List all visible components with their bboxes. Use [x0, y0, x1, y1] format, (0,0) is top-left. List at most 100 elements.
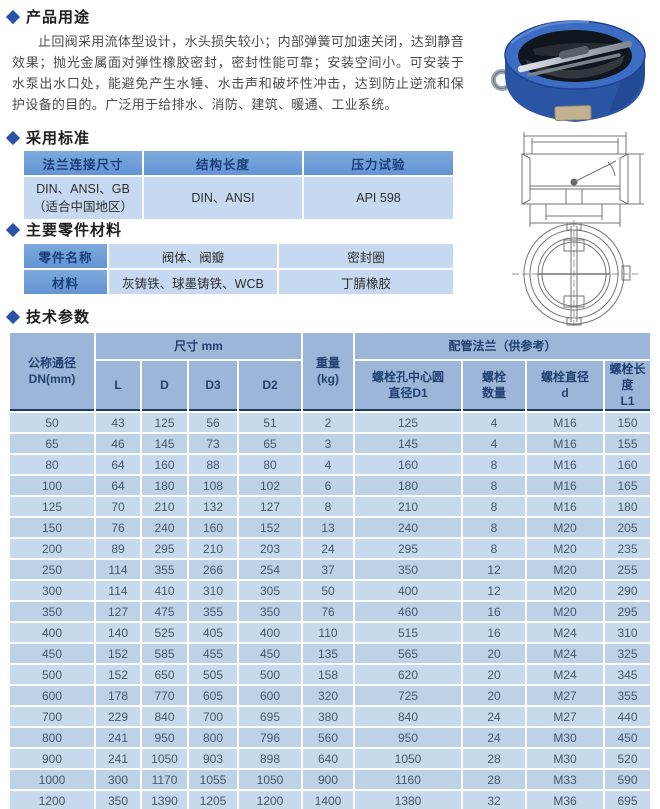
table-cell: 840 [142, 707, 187, 726]
table-cell: 310 [605, 623, 650, 642]
table-cell: 100 [10, 476, 94, 495]
table-cell: 150 [10, 518, 94, 537]
column-header-bolt-len: 螺栓长度 L1 [605, 361, 650, 411]
table-cell: 8 [463, 455, 525, 474]
table-cell: 800 [189, 728, 237, 747]
tech-table-body: 50 43 125 56 51 2 125 4 M16 150 65 46 145 73 65 3 145 4 M1… [10, 413, 650, 809]
table-cell: 345 [605, 665, 650, 684]
table-cell: 240 [142, 518, 187, 537]
column-header: 结构长度 [144, 151, 302, 175]
table-cell: 450 [605, 728, 650, 747]
table-cell: 585 [142, 644, 187, 663]
table-cell: 180 [605, 497, 650, 516]
table-cell: 400 [239, 623, 301, 642]
table-cell: 241 [96, 728, 140, 747]
table-cell: 135 [303, 644, 353, 663]
table-cell: 305 [239, 581, 301, 600]
column-header-D2: D2 [239, 361, 301, 411]
usage-paragraph: 止回阀采用流体型设计，水头损失较小；内部弹簧可加速关闭，达到静音效果；抛光金属面… [12, 34, 464, 112]
table-row: 900 241 1050 903 898 640 1050 28 M30 520 [10, 749, 650, 768]
table-cell: M20 [527, 560, 603, 579]
column-header-bolt-count: 螺栓 数量 [463, 361, 525, 411]
table-cell: 1000 [10, 770, 94, 789]
table-cell: 4 [303, 455, 353, 474]
table-row: 700 229 840 700 695 380 840 24 M27 440 [10, 707, 650, 726]
table-cell: 300 [96, 770, 140, 789]
table-cell: 密封圈 [279, 244, 453, 268]
table-cell: 650 [142, 665, 187, 684]
table-cell: 300 [10, 581, 94, 600]
table-cell: M20 [527, 539, 603, 558]
table-cell: 125 [355, 413, 461, 432]
table-cell: 180 [355, 476, 461, 495]
section-title-tech: 技术参数 [5, 306, 90, 327]
table-cell: 1200 [10, 791, 94, 809]
table-cell: 700 [10, 707, 94, 726]
table-row: 500 152 650 505 500 158 620 20 M24 345 [10, 665, 650, 684]
table-cell: 1390 [142, 791, 187, 809]
table-cell: 132 [189, 497, 237, 516]
table-cell: 160 [605, 455, 650, 474]
table-cell: 16 [463, 623, 525, 642]
table-cell: M27 [527, 686, 603, 705]
table-cell: 108 [189, 476, 237, 495]
table-cell: 500 [10, 665, 94, 684]
table-cell: 1400 [303, 791, 353, 809]
group-header-size: 尺寸 mm [96, 333, 301, 359]
table-cell: 400 [10, 623, 94, 642]
table-cell: 50 [10, 413, 94, 432]
table-cell: 丁腈橡胶 [279, 270, 453, 294]
table-cell: 255 [605, 560, 650, 579]
table-cell: 155 [605, 434, 650, 453]
section-title-standards: 采用标准 [5, 127, 91, 148]
table-cell: 620 [355, 665, 461, 684]
table-cell: 525 [142, 623, 187, 642]
table-cell: M16 [527, 497, 603, 516]
table-cell: 180 [142, 476, 187, 495]
table-cell: 1050 [142, 749, 187, 768]
table-cell: 950 [142, 728, 187, 747]
table-cell: 32 [463, 791, 525, 809]
table-cell: 89 [96, 539, 140, 558]
column-header-weight: 重量 (kg) [303, 333, 353, 411]
table-cell: 43 [96, 413, 140, 432]
check-valve-photo-graphic [491, 20, 646, 122]
table-cell: M16 [527, 455, 603, 474]
table-cell: 440 [605, 707, 650, 726]
table-cell: 4 [463, 413, 525, 432]
table-cell: 1050 [239, 770, 301, 789]
table-cell: 210 [189, 539, 237, 558]
table-cell: 152 [96, 644, 140, 663]
table-cell: 37 [303, 560, 353, 579]
table-cell: 1050 [355, 749, 461, 768]
table-cell: 76 [96, 518, 140, 537]
table-cell: 110 [303, 623, 353, 642]
table-cell: 160 [355, 455, 461, 474]
table-cell: 235 [605, 539, 650, 558]
table-cell: 65 [239, 434, 301, 453]
table-cell: 8 [463, 497, 525, 516]
table-cell: 150 [605, 413, 650, 432]
materials-table: 零件名称 阀体、阀瓣 密封圈 材料 灰铸铁、球墨铸铁、WCB 丁腈橡胶 [22, 242, 455, 296]
table-cell: 565 [355, 644, 461, 663]
table-cell: 400 [355, 581, 461, 600]
table-cell: M27 [527, 707, 603, 726]
table-cell: 3 [303, 434, 353, 453]
table-cell: 125 [142, 413, 187, 432]
table-cell: 145 [142, 434, 187, 453]
table-row: 65 46 145 73 65 3 145 4 M16 155 [10, 434, 650, 453]
table-cell: 88 [189, 455, 237, 474]
table-cell: 350 [355, 560, 461, 579]
table-cell: 20 [463, 686, 525, 705]
table-cell: 1200 [239, 791, 301, 809]
table-cell: 125 [10, 497, 94, 516]
table-cell: 725 [355, 686, 461, 705]
table-cell: 241 [96, 749, 140, 768]
table-cell: 254 [239, 560, 301, 579]
table-cell: 12 [463, 560, 525, 579]
table-cell: 20 [463, 644, 525, 663]
section-title-text: 采用标准 [26, 130, 91, 147]
table-cell: 13 [303, 518, 353, 537]
table-cell: 500 [239, 665, 301, 684]
